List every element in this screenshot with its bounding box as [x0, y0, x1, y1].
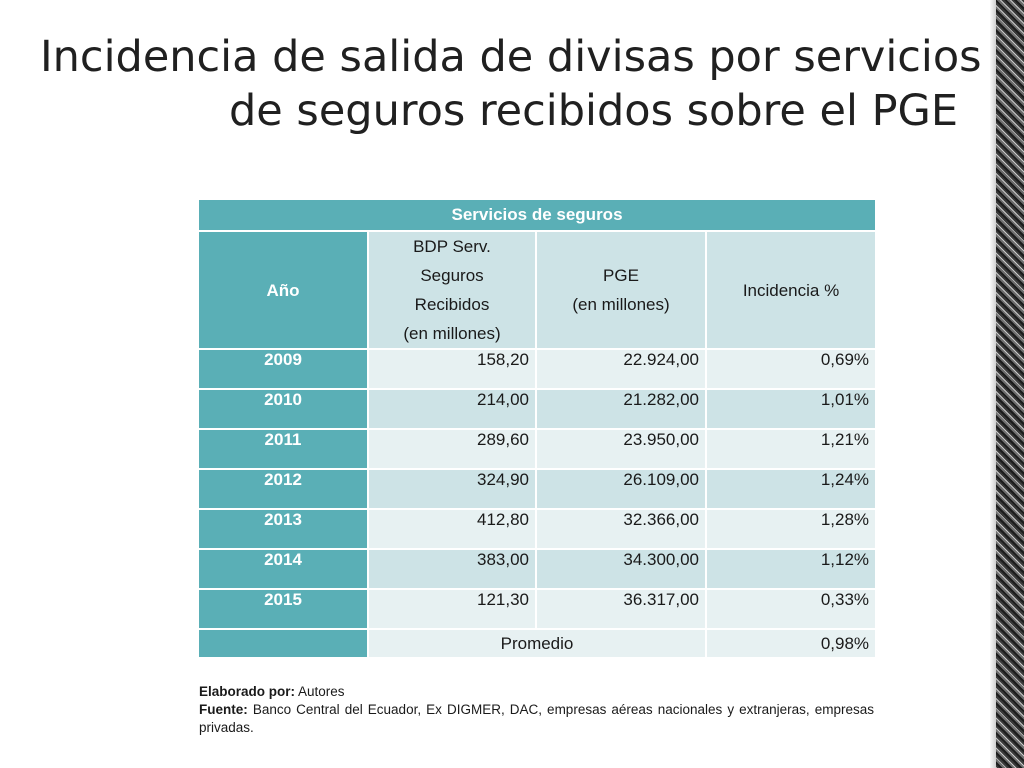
table-row: 2013 412,80 32.366,00 1,28%: [197, 508, 878, 550]
header-bdp-line-2: Seguros: [420, 266, 484, 285]
cell-pge: 23.950,00: [535, 428, 707, 470]
cell-pge: 34.300,00: [535, 548, 707, 590]
cell-year: 2013: [197, 508, 369, 550]
average-value: 0,98%: [704, 628, 878, 659]
header-bdp: BDP Serv. Seguros Recibidos (en millones…: [367, 230, 537, 350]
header-bdp-line-4: (en millones): [403, 324, 501, 343]
table-row: 2009 158,20 22.924,00 0,69%: [197, 348, 878, 390]
cell-year: 2015: [197, 588, 369, 630]
cell-pge: 26.109,00: [535, 468, 707, 510]
insurance-services-table: Servicios de seguros Año BDP Serv. Segur…: [196, 198, 878, 659]
table-row: 2014 383,00 34.300,00 1,12%: [197, 548, 878, 590]
source-note: Fuente: Banco Central del Ecuador, Ex DI…: [199, 701, 874, 737]
elaborado-label: Elaborado por:: [199, 684, 296, 699]
source-label: Fuente:: [199, 702, 248, 717]
cell-bdp: 121,30: [367, 588, 537, 630]
header-pge: PGE (en millones): [535, 230, 707, 350]
table-row: 2015 121,30 36.317,00 0,33%: [197, 588, 878, 630]
cell-year: 2010: [197, 388, 369, 430]
elaborado-value: Autores: [298, 684, 345, 699]
elaborado-note: Elaborado por: Autores: [199, 683, 874, 701]
table-notes: Elaborado por: Autores Fuente: Banco Cen…: [199, 683, 874, 737]
cell-bdp: 324,90: [367, 468, 537, 510]
average-label: Promedio: [367, 628, 707, 659]
table-row: 2010 214,00 21.282,00 1,01%: [197, 388, 878, 430]
decorative-side-strip: [990, 0, 1024, 768]
table-caption: Servicios de seguros: [196, 198, 878, 232]
average-row: Promedio 0,98%: [197, 628, 878, 659]
cell-incidence: 1,21%: [704, 428, 878, 470]
cell-pge: 32.366,00: [535, 508, 707, 550]
header-bdp-line-1: BDP Serv.: [413, 237, 491, 256]
cell-year: 2012: [197, 468, 369, 510]
cell-incidence: 1,12%: [704, 548, 878, 590]
cell-bdp: 412,80: [367, 508, 537, 550]
cell-incidence: 1,01%: [704, 388, 878, 430]
cell-incidence: 0,33%: [704, 588, 878, 630]
header-pge-line-2: (en millones): [572, 295, 670, 314]
cell-incidence: 1,24%: [704, 468, 878, 510]
cell-pge: 22.924,00: [535, 348, 707, 390]
cell-bdp: 289,60: [367, 428, 537, 470]
cell-bdp: 383,00: [367, 548, 537, 590]
header-bdp-line-3: Recibidos: [414, 295, 490, 314]
header-pge-line-1: PGE: [603, 266, 639, 285]
slide-title-line-1: Incidencia de salida de divisas por serv…: [40, 32, 982, 82]
slide-title-line-2: de seguros recibidos sobre el PGE: [229, 86, 958, 136]
cell-year-empty: [197, 628, 369, 659]
cell-year: 2014: [197, 548, 369, 590]
slide-title: Incidencia de salida de divisas por serv…: [40, 30, 982, 138]
table-row: 2011 289,60 23.950,00 1,21%: [197, 428, 878, 470]
cell-incidence: 1,28%: [704, 508, 878, 550]
cell-year: 2009: [197, 348, 369, 390]
header-year: Año: [197, 230, 369, 350]
table-row: 2012 324,90 26.109,00 1,24%: [197, 468, 878, 510]
cell-year: 2011: [197, 428, 369, 470]
cell-incidence: 0,69%: [704, 348, 878, 390]
source-value: Banco Central del Ecuador, Ex DIGMER, DA…: [199, 702, 874, 735]
cell-bdp: 214,00: [367, 388, 537, 430]
header-incidence: Incidencia %: [704, 230, 878, 350]
cell-bdp: 158,20: [367, 348, 537, 390]
cell-pge: 36.317,00: [535, 588, 707, 630]
cell-pge: 21.282,00: [535, 388, 707, 430]
